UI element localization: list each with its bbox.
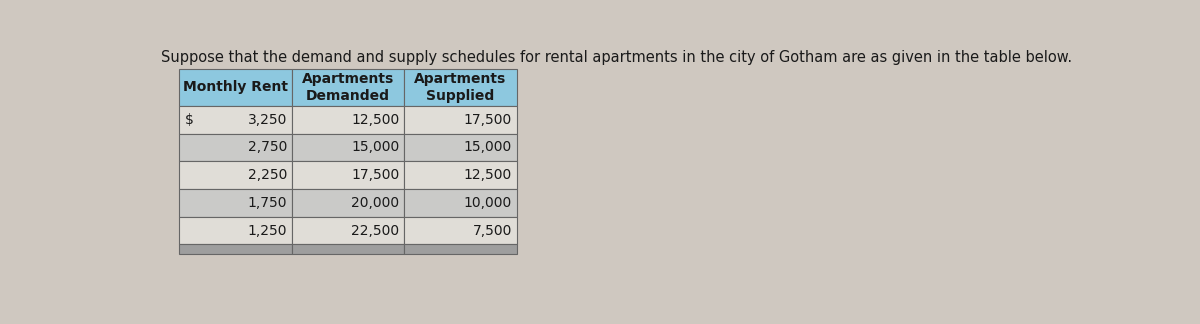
Text: 10,000: 10,000: [463, 196, 512, 210]
Text: 20,000: 20,000: [352, 196, 400, 210]
Bar: [180, 217, 292, 245]
Bar: [180, 245, 292, 254]
Bar: [292, 217, 404, 245]
Text: 22,500: 22,500: [352, 224, 400, 237]
Text: 17,500: 17,500: [352, 168, 400, 182]
Bar: [292, 161, 404, 189]
Text: $: $: [185, 113, 193, 127]
Text: 12,500: 12,500: [352, 113, 400, 127]
Bar: [180, 161, 292, 189]
Bar: [404, 161, 516, 189]
Bar: [404, 106, 516, 133]
Text: Suppose that the demand and supply schedules for rental apartments in the city o: Suppose that the demand and supply sched…: [161, 50, 1072, 65]
Text: 15,000: 15,000: [463, 140, 512, 155]
Bar: [292, 189, 404, 217]
Bar: [404, 245, 516, 254]
Text: 15,000: 15,000: [352, 140, 400, 155]
Text: 3,250: 3,250: [248, 113, 287, 127]
Bar: [404, 69, 516, 106]
Text: Apartments
Demanded: Apartments Demanded: [302, 72, 394, 103]
Text: Monthly Rent: Monthly Rent: [184, 80, 288, 94]
Bar: [404, 217, 516, 245]
Bar: [292, 245, 404, 254]
Bar: [180, 189, 292, 217]
Bar: [292, 106, 404, 133]
Text: 1,250: 1,250: [247, 224, 287, 237]
Bar: [404, 189, 516, 217]
Bar: [404, 133, 516, 161]
Bar: [292, 69, 404, 106]
Bar: [292, 133, 404, 161]
Text: Apartments
Supplied: Apartments Supplied: [414, 72, 506, 103]
Text: 2,750: 2,750: [248, 140, 287, 155]
Bar: [180, 106, 292, 133]
Text: 2,250: 2,250: [248, 168, 287, 182]
Text: 17,500: 17,500: [463, 113, 512, 127]
Text: 12,500: 12,500: [463, 168, 512, 182]
Text: 1,750: 1,750: [247, 196, 287, 210]
Bar: [180, 69, 292, 106]
Text: 7,500: 7,500: [473, 224, 512, 237]
Bar: [180, 133, 292, 161]
